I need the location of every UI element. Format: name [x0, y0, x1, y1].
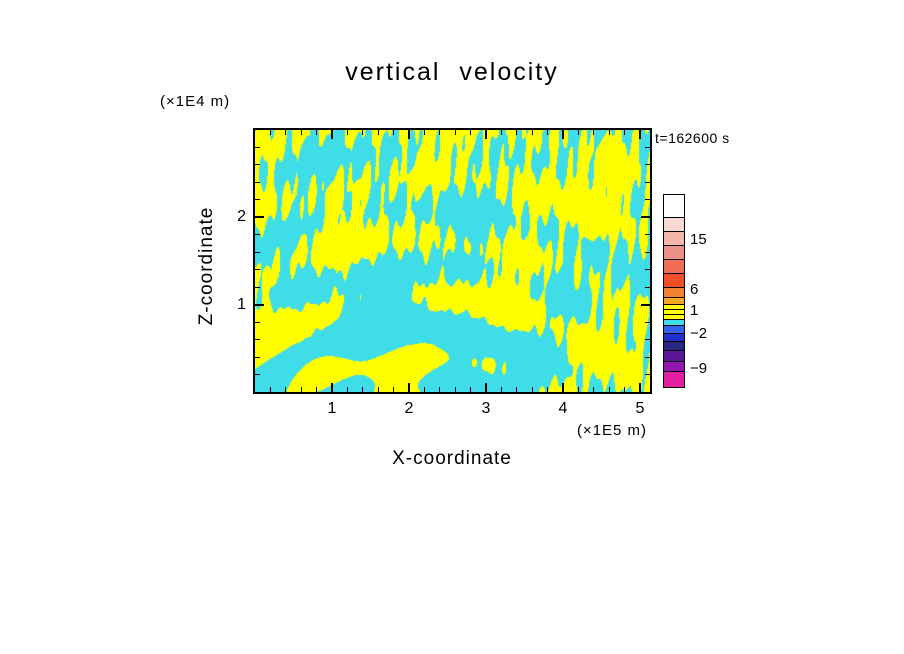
y-tick-label: 2	[237, 208, 246, 226]
colorbar-segment	[664, 298, 684, 305]
colorbar-segment	[664, 246, 684, 260]
x-tick-label: 2	[404, 400, 414, 417]
x-tick-label: 5	[635, 400, 645, 417]
colorbar-segment	[664, 218, 684, 232]
colorbar-segment	[664, 334, 684, 342]
y-tick-label: 1	[237, 295, 246, 313]
colorbar-segment	[664, 362, 684, 372]
y-axis-title: Z-coordinate	[196, 206, 217, 326]
colorbar-label: −9	[690, 360, 708, 377]
y-axis-unit-label: (×1E4 m)	[160, 93, 231, 110]
colorbar-label: 15	[690, 231, 707, 248]
colorbar-segment	[664, 372, 684, 387]
chart-title: vertical velocity	[345, 58, 559, 86]
colorbar-labels: 15 6 1 −2 −9	[690, 194, 734, 404]
velocity-field-canvas	[255, 130, 650, 392]
colorbar-segment	[664, 310, 684, 315]
colorbar-segment	[664, 288, 684, 298]
colorbar-segment	[664, 342, 684, 351]
colorbar-label: 6	[690, 281, 699, 298]
x-axis-title: X-coordinate	[392, 448, 512, 469]
x-axis-unit-label: (×1E5 m)	[576, 422, 648, 439]
colorbar-segment	[664, 305, 684, 310]
x-tick-label: 4	[558, 400, 568, 417]
colorbar-segment	[664, 232, 684, 246]
plot-frame	[253, 128, 652, 394]
time-annotation: t=162600 s	[655, 130, 730, 146]
colorbar-segment	[664, 274, 684, 288]
x-tick-label: 3	[481, 400, 491, 417]
colorbar-segment	[664, 195, 684, 218]
colorbar	[663, 194, 685, 388]
colorbar-segment	[664, 326, 684, 334]
colorbar-segment	[664, 260, 684, 274]
colorbar-segment	[664, 315, 684, 320]
colorbar-label: 1	[690, 302, 699, 319]
colorbar-segment	[664, 351, 684, 362]
colorbar-label: −2	[690, 325, 708, 342]
colorbar-segment	[664, 320, 684, 326]
x-tick-label: 1	[327, 400, 337, 417]
